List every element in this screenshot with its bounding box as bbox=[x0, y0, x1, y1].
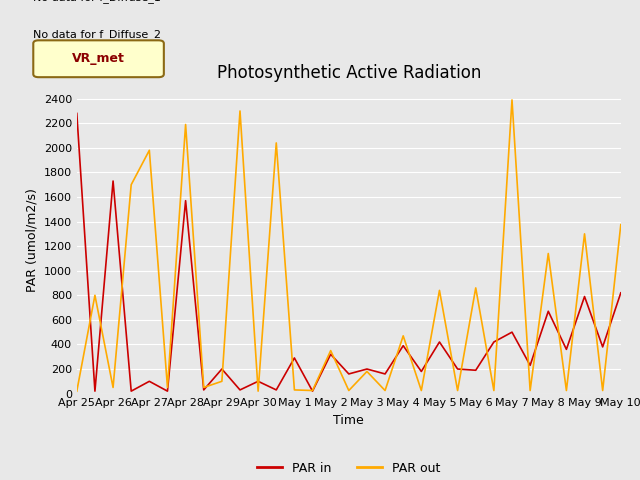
Title: Photosynthetic Active Radiation: Photosynthetic Active Radiation bbox=[216, 64, 481, 82]
Text: No data for f_Diffuse_2: No data for f_Diffuse_2 bbox=[33, 29, 161, 40]
Y-axis label: PAR (umol/m2/s): PAR (umol/m2/s) bbox=[25, 188, 38, 292]
Text: No data for f_Diffuse_1: No data for f_Diffuse_1 bbox=[33, 0, 161, 3]
FancyBboxPatch shape bbox=[33, 40, 164, 77]
Legend: PAR in, PAR out: PAR in, PAR out bbox=[252, 456, 445, 480]
Text: VR_met: VR_met bbox=[72, 52, 125, 65]
X-axis label: Time: Time bbox=[333, 414, 364, 427]
